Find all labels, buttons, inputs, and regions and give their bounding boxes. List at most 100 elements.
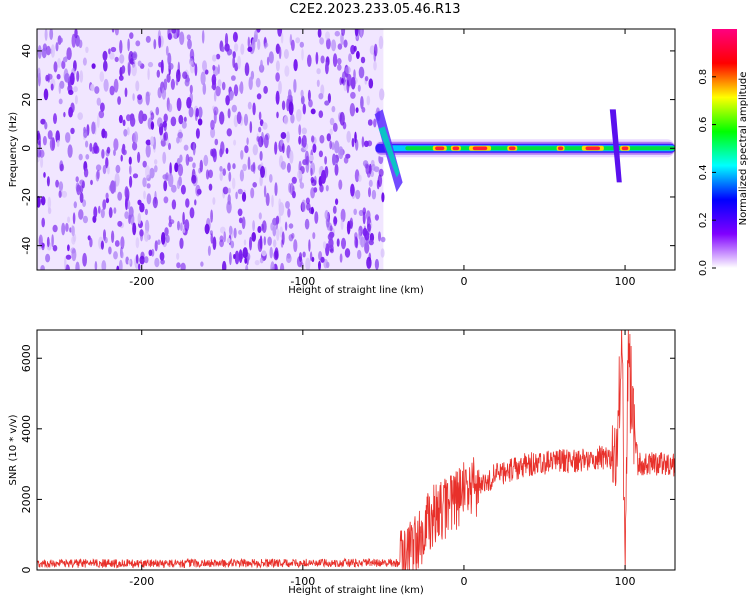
noise-blob bbox=[238, 249, 243, 263]
noise-blob bbox=[67, 216, 71, 223]
noise-blob bbox=[49, 137, 56, 152]
noise-blob bbox=[59, 163, 65, 172]
colorbar-gradient bbox=[712, 29, 737, 268]
noise-blob bbox=[144, 219, 150, 234]
noise-blob bbox=[378, 231, 381, 242]
noise-blob bbox=[89, 142, 93, 152]
noise-blob bbox=[216, 53, 221, 60]
noise-blob bbox=[210, 119, 215, 130]
noise-blob bbox=[222, 168, 226, 176]
noise-blob bbox=[53, 113, 57, 125]
noise-blob bbox=[263, 236, 266, 246]
noise-blob bbox=[329, 140, 333, 150]
noise-blob bbox=[170, 78, 175, 90]
noise-blob bbox=[127, 61, 131, 71]
noise-blob bbox=[298, 124, 302, 136]
noise-blob bbox=[349, 217, 354, 230]
noise-blob bbox=[171, 199, 177, 210]
noise-blob bbox=[68, 106, 73, 118]
noise-blob bbox=[75, 176, 79, 183]
noise-blob bbox=[278, 80, 282, 95]
noise-blob bbox=[121, 146, 126, 155]
noise-blob bbox=[147, 68, 150, 81]
noise-blob bbox=[242, 247, 248, 259]
noise-blob bbox=[358, 66, 365, 79]
noise-blob bbox=[103, 78, 109, 92]
noise-blob bbox=[145, 144, 151, 158]
noise-blob bbox=[109, 85, 115, 96]
x-tick-label: -200 bbox=[129, 575, 154, 588]
y-tick-label: 0 bbox=[20, 145, 33, 152]
noise-blob bbox=[332, 122, 338, 132]
noise-blob bbox=[169, 162, 172, 176]
x-axis-label: Height of straight line (km) bbox=[288, 285, 424, 296]
noise-blob bbox=[240, 43, 245, 55]
noise-blob bbox=[373, 118, 377, 128]
noise-blob bbox=[100, 240, 104, 250]
noise-blob bbox=[185, 198, 190, 208]
noise-blob bbox=[275, 60, 280, 72]
noise-blob bbox=[132, 93, 135, 101]
noise-blob bbox=[356, 50, 360, 60]
noise-blob bbox=[191, 174, 197, 184]
noise-blob bbox=[258, 111, 262, 121]
noise-blob bbox=[137, 60, 142, 67]
noise-blob bbox=[178, 176, 183, 187]
noise-blob bbox=[252, 102, 256, 116]
noise-blob bbox=[43, 172, 46, 178]
noise-blob bbox=[326, 38, 331, 50]
noise-blob bbox=[271, 194, 274, 208]
noise-blob bbox=[334, 30, 340, 37]
noise-blob bbox=[265, 192, 270, 206]
noise-blob bbox=[204, 223, 210, 235]
noise-blob bbox=[361, 136, 365, 148]
noise-blob bbox=[133, 131, 139, 144]
noise-blob bbox=[320, 169, 327, 184]
noise-blob bbox=[108, 184, 114, 192]
noise-blob bbox=[71, 248, 77, 262]
noise-blob bbox=[259, 235, 263, 250]
noise-blob bbox=[327, 93, 331, 104]
noise-blob bbox=[355, 107, 359, 113]
noise-blob bbox=[186, 34, 191, 41]
noise-blob bbox=[113, 149, 116, 157]
noise-blob bbox=[276, 228, 280, 241]
plot-background bbox=[37, 330, 675, 570]
noise-blob bbox=[61, 190, 68, 198]
noise-blob bbox=[177, 163, 184, 177]
noise-blob bbox=[126, 114, 131, 122]
noise-blob bbox=[288, 89, 292, 100]
noise-blob bbox=[66, 47, 72, 61]
noise-blob bbox=[68, 89, 74, 95]
noise-blob bbox=[58, 82, 61, 94]
noise-blob bbox=[67, 144, 73, 158]
noise-blob bbox=[247, 36, 250, 48]
noise-blob bbox=[354, 131, 357, 144]
spike-right bbox=[609, 109, 622, 183]
noise-blob bbox=[162, 121, 167, 128]
y-tick-label: 2000 bbox=[20, 485, 33, 513]
noise-blob bbox=[176, 262, 181, 269]
noise-blob bbox=[113, 180, 117, 193]
noise-blob bbox=[338, 146, 344, 160]
plot-frame bbox=[36, 329, 676, 571]
noise-blob bbox=[166, 73, 171, 83]
noise-blob bbox=[331, 141, 335, 151]
noise-blob bbox=[114, 56, 119, 63]
noise-blob bbox=[368, 239, 374, 246]
noise-blob bbox=[162, 151, 167, 164]
noise-blob bbox=[37, 132, 41, 146]
noise-blob bbox=[251, 232, 256, 242]
noise-blob bbox=[250, 187, 255, 199]
noise-blob bbox=[123, 129, 128, 137]
noise-blob bbox=[189, 60, 195, 74]
noise-blob bbox=[311, 179, 317, 187]
noise-blob bbox=[71, 225, 75, 237]
noise-blob bbox=[305, 197, 310, 205]
noise-blob bbox=[360, 29, 363, 39]
noise-blob bbox=[144, 256, 149, 264]
noise-blob bbox=[160, 59, 164, 74]
noise-blob bbox=[334, 163, 339, 176]
noise-blob bbox=[280, 262, 285, 270]
noise-blob bbox=[257, 38, 261, 51]
